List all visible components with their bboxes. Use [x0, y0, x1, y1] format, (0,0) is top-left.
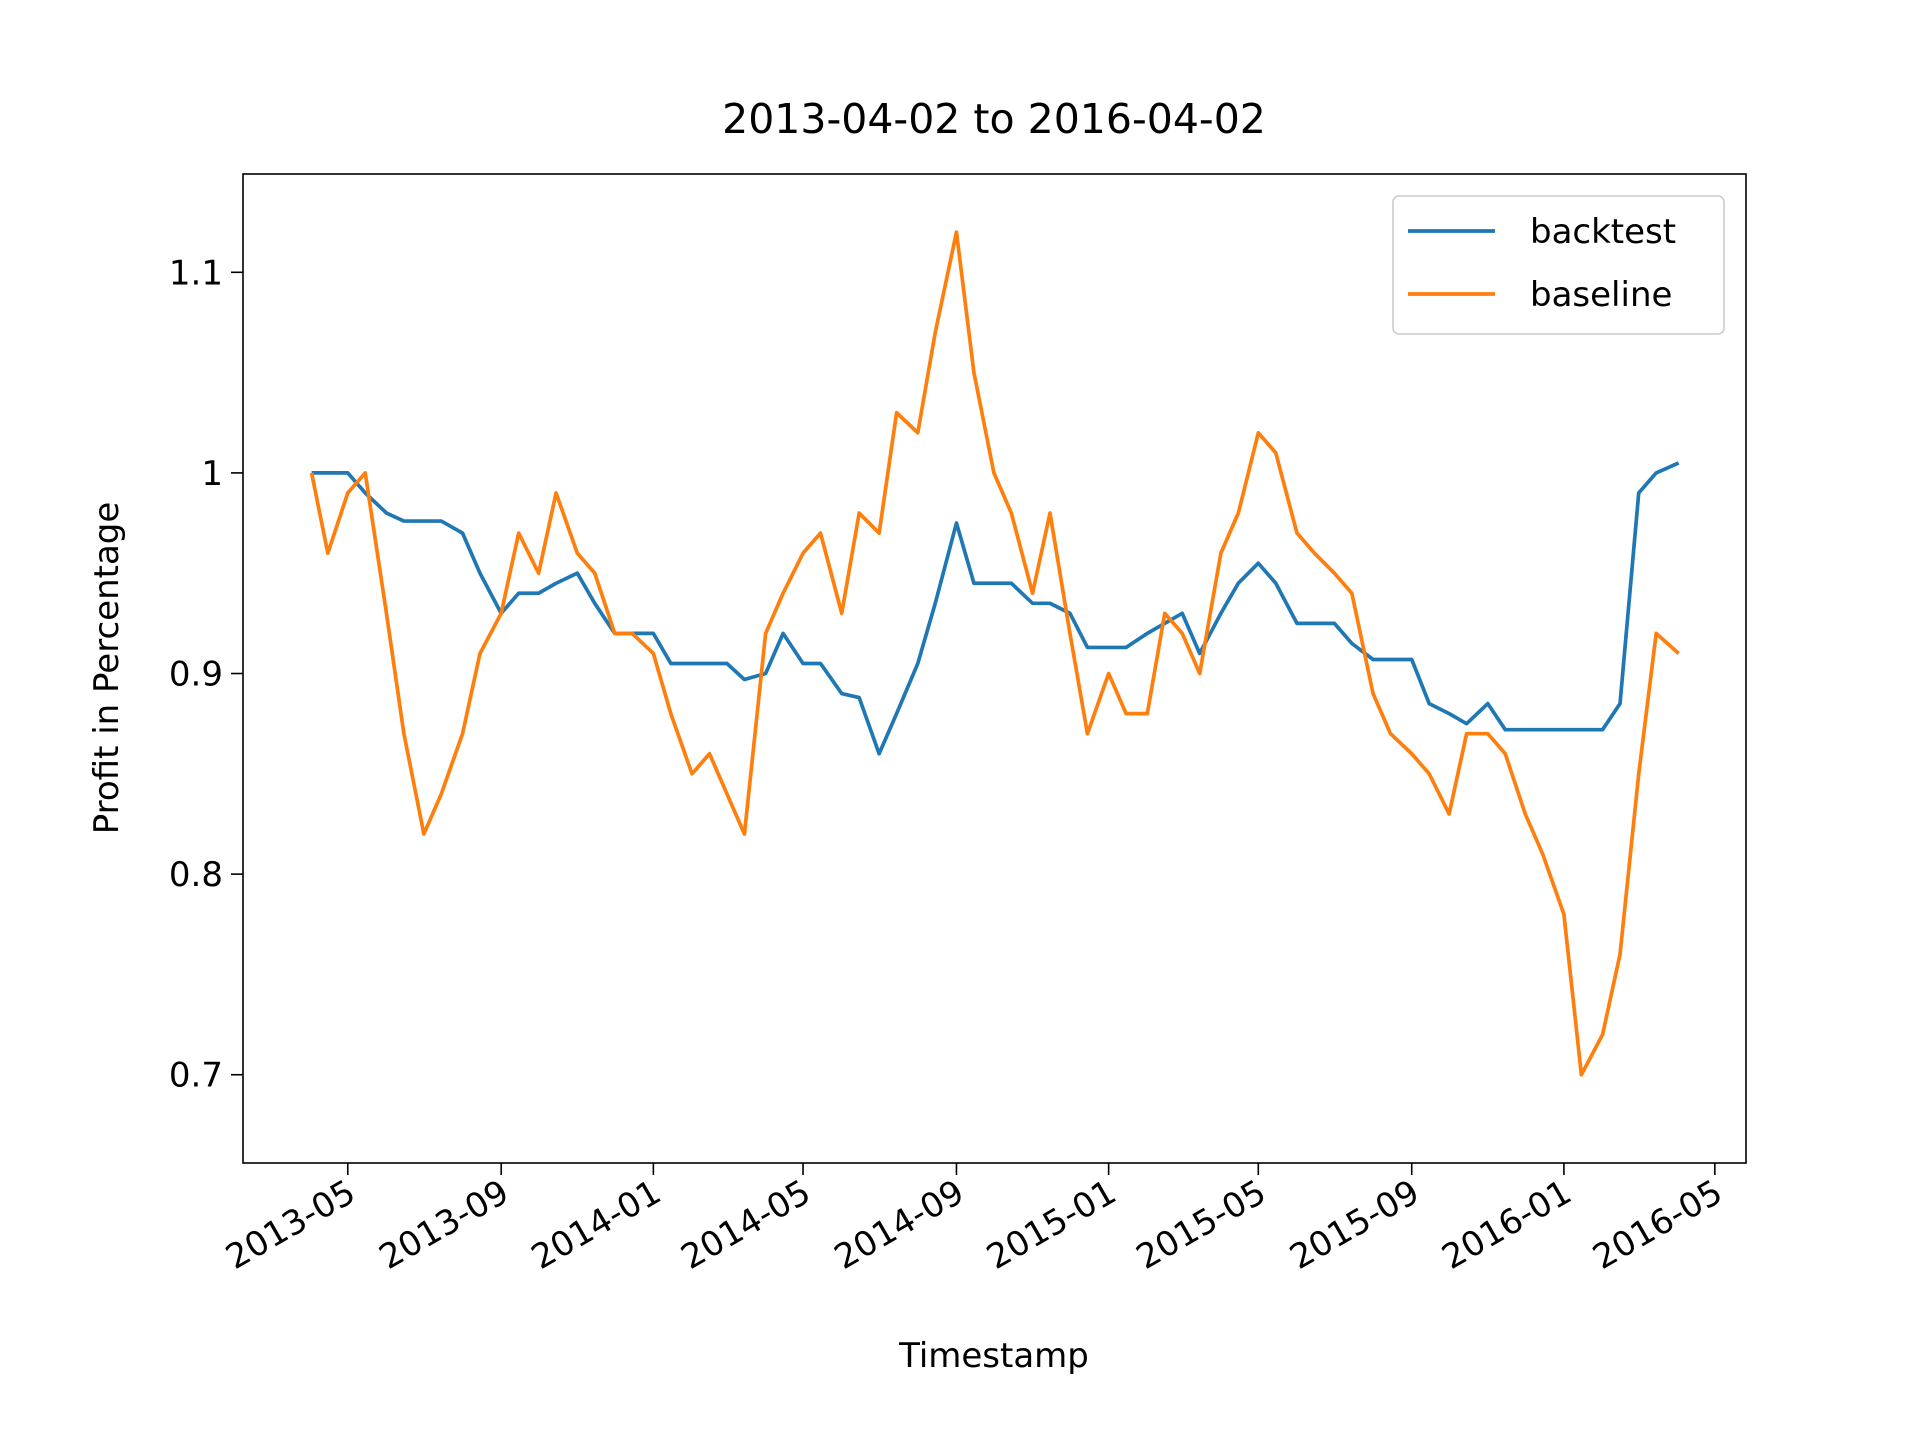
series-line [309, 230, 1680, 1077]
x-tick-label: 2015-09 [1283, 1172, 1426, 1278]
plot-frame [242, 173, 1747, 1164]
x-tick-label: 2014-01 [525, 1172, 668, 1278]
x-tick-label: 2014-05 [675, 1172, 818, 1278]
legend-label: backtest [1530, 212, 1676, 252]
x-tick-label: 2015-05 [1130, 1172, 1273, 1278]
x-tick-label: 2013-09 [373, 1172, 516, 1278]
x-tick-label: 2013-05 [219, 1172, 362, 1278]
y-tick-label: 0.9 [169, 655, 223, 695]
y-axis-label: Profit in Percentage [87, 502, 127, 835]
series-line [311, 461, 1680, 756]
x-tick-label: 2014-09 [828, 1172, 971, 1278]
x-tick-label: 2015-01 [980, 1172, 1123, 1278]
y-tick-label: 0.8 [169, 855, 223, 895]
x-tick-label: 2016-01 [1435, 1172, 1578, 1278]
legend: backtest baseline [1392, 195, 1725, 335]
y-tick-label: 0.7 [169, 1056, 223, 1096]
x-tick-label: 2016-05 [1586, 1172, 1729, 1278]
chart-title: 2013-04-02 to 2016-04-02 [722, 95, 1266, 143]
y-tick-label: 1 [201, 454, 223, 494]
x-axis-label: Timestamp [898, 1336, 1089, 1376]
legend-label: baseline [1530, 275, 1672, 315]
y-tick-label: 1.1 [169, 253, 223, 293]
